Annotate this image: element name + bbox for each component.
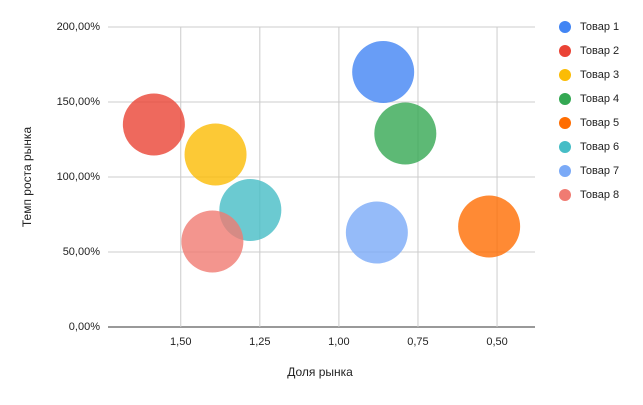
x-tick-label: 0,75 (407, 336, 428, 348)
y-tick-label: 200,00% (57, 21, 101, 33)
legend-label: Товар 2 (580, 45, 619, 57)
x-tick-label: 1,50 (170, 336, 191, 348)
legend-label: Товар 3 (580, 69, 619, 81)
bubble (374, 102, 437, 165)
legend-label: Товар 1 (580, 21, 619, 33)
bubble (345, 201, 408, 264)
legend-marker (559, 141, 571, 153)
x-tick-label: 1,00 (328, 336, 349, 348)
legend-marker (559, 165, 571, 177)
legend-label: Товар 5 (580, 117, 619, 129)
legend-marker (559, 69, 571, 81)
y-tick-label: 0,00% (69, 321, 100, 333)
legend-label: Товар 8 (580, 189, 619, 201)
x-axis-label: Доля рынка (287, 365, 353, 379)
legend-label: Товар 4 (580, 93, 619, 105)
bubble (184, 123, 247, 186)
legend-label: Товар 7 (580, 165, 619, 177)
legend-marker (559, 45, 571, 57)
x-tick-label: 0,50 (486, 336, 507, 348)
bubble (181, 210, 244, 273)
y-tick-label: 100,00% (57, 171, 101, 183)
y-tick-label: 50,00% (63, 246, 101, 258)
x-tick-label: 1,25 (249, 336, 270, 348)
bubble (352, 41, 415, 103)
legend-marker (559, 189, 571, 201)
bubble (458, 195, 521, 258)
legend-marker (559, 117, 571, 129)
bubble (122, 93, 185, 156)
legend-label: Товар 6 (580, 141, 619, 153)
legend-marker (559, 21, 571, 33)
y-tick-label: 150,00% (57, 96, 101, 108)
y-axis-label: Темп роста рынка (20, 127, 34, 228)
legend-marker (559, 93, 571, 105)
